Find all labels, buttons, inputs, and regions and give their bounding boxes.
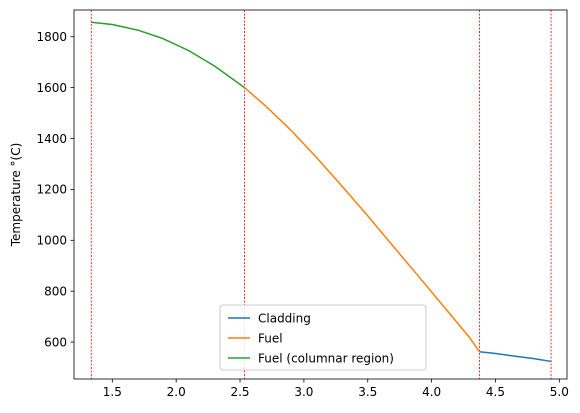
y-tick-label-3: 1200 [36,183,67,197]
y-tick-label-2: 1000 [36,234,67,248]
x-tick-label-6: 4.5 [486,385,505,399]
y-axis: 600 800 1000 1200 1400 1600 1800 [36,30,74,349]
series-layer [91,21,552,363]
plot-area-frame [73,9,568,380]
legend: Cladding Fuel Fuel (columnar region) [219,304,427,371]
x-tick-label-7: 5.0 [550,385,569,399]
y-tick-label-4: 1400 [36,132,67,146]
x-tick-label-2: 2.5 [230,385,249,399]
vertical-markers [90,10,552,379]
x-tick-label-3: 3.0 [294,385,313,399]
x-axis: 1.5 2.0 2.5 3.0 3.5 4.0 4.5 5.0 [103,379,569,399]
series-line-1 [244,87,481,353]
y-tick-label-1: 800 [44,285,67,299]
legend-label-2: Fuel (columnar region) [258,351,394,365]
y-tick-label-0: 600 [44,335,67,349]
y-tick-label-6: 1800 [36,30,67,44]
x-tick-label-1: 2.0 [167,385,186,399]
legend-box [219,304,427,371]
y-axis-label: Temperature °(C) [9,143,23,248]
legend-label-1: Fuel [258,331,283,345]
legend-label-0: Cladding [258,311,311,325]
x-tick-label-5: 4.0 [422,385,441,399]
series-line-0 [479,351,552,363]
series-line-2 [91,21,245,89]
x-tick-label-4: 3.5 [358,385,377,399]
x-tick-label-0: 1.5 [103,385,122,399]
y-tick-label-5: 1600 [36,81,67,95]
